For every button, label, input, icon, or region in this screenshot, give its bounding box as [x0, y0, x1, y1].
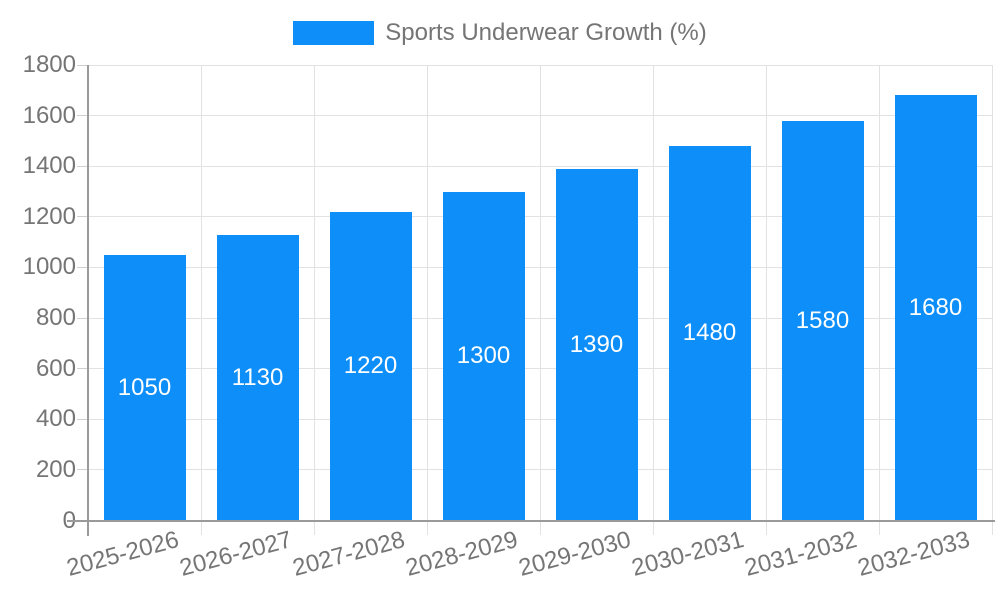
- bar[interactable]: [103, 254, 186, 521]
- bar-value-label: 1050: [117, 373, 172, 401]
- x-gridline: [878, 65, 880, 535]
- x-gridline: [991, 65, 993, 535]
- y-tick-mark: [77, 418, 88, 420]
- x-gridline: [765, 65, 767, 535]
- bar[interactable]: [781, 120, 864, 521]
- legend-swatch: [293, 21, 375, 45]
- x-gridline: [200, 65, 202, 535]
- bar[interactable]: [442, 191, 525, 521]
- legend-label: Sports Underwear Growth (%): [385, 19, 707, 46]
- y-axis-line: [87, 65, 89, 536]
- y-tick-label: 600: [35, 354, 76, 382]
- bar-value-label: 1390: [569, 330, 624, 358]
- bar[interactable]: [216, 234, 299, 521]
- y-tick-label: 0: [62, 506, 76, 534]
- bar[interactable]: [894, 95, 977, 521]
- bar-value-label: 1130: [231, 363, 284, 391]
- bar-value-label: 1300: [456, 342, 511, 369]
- y-tick-label: 1800: [22, 51, 76, 78]
- y-tick-mark: [77, 115, 88, 117]
- bar[interactable]: [668, 145, 751, 521]
- x-gridline: [652, 65, 654, 535]
- y-tick-mark: [77, 216, 88, 218]
- y-tick-mark: [77, 469, 88, 471]
- y-tick-mark: [77, 64, 88, 66]
- y-tick-label: 1600: [22, 101, 76, 129]
- x-gridline: [426, 65, 428, 535]
- y-tick-label: 1400: [22, 152, 76, 180]
- bar[interactable]: [329, 211, 412, 521]
- y-tick-label: 800: [35, 304, 76, 332]
- x-gridline: [313, 65, 315, 535]
- legend[interactable]: Sports Underwear Growth (%): [0, 16, 1000, 50]
- y-tick-mark: [77, 165, 88, 167]
- y-tick-mark: [77, 368, 88, 370]
- bar-value-label: 1580: [795, 306, 850, 334]
- bar-value-label: 1480: [682, 319, 737, 347]
- y-tick-mark: [77, 266, 88, 268]
- y-tick-label: 1200: [22, 202, 76, 230]
- x-axis-line: [67, 519, 995, 522]
- x-gridline: [539, 65, 541, 535]
- y-tick-label: 400: [35, 405, 76, 433]
- bar[interactable]: [555, 168, 638, 521]
- y-tick-label: 1000: [22, 253, 76, 281]
- y-tick-mark: [77, 317, 88, 319]
- bar-value-label: 1220: [343, 352, 398, 380]
- bar-value-label: 1680: [908, 293, 963, 321]
- y-tick-label: 200: [35, 455, 76, 483]
